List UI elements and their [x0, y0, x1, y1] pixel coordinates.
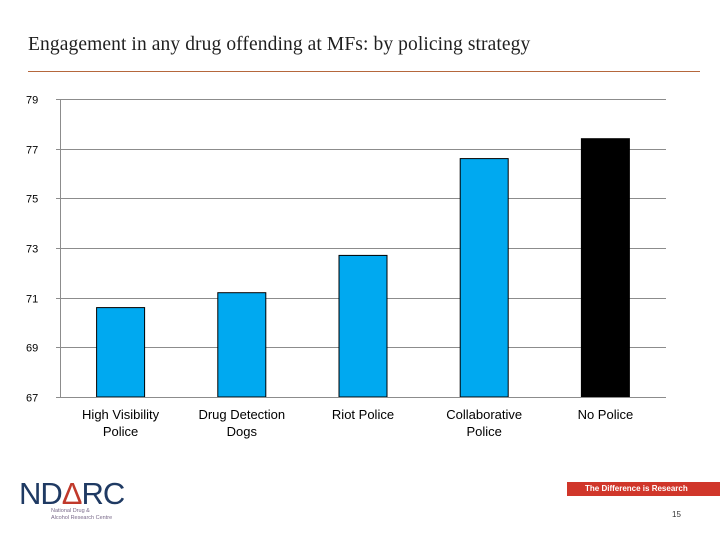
- x-category-label: No Police: [578, 407, 634, 422]
- y-tick-label: 71: [26, 294, 38, 306]
- page-number: 15: [672, 510, 681, 519]
- x-category-label: High Visibility Police: [82, 407, 160, 439]
- bar: [580, 138, 630, 398]
- tagline-banner: The Difference is Research: [567, 482, 720, 496]
- logo-subtitle: National Drug & Alcohol Research Centre: [51, 508, 113, 521]
- bar: [459, 158, 509, 398]
- bar: [96, 307, 146, 398]
- y-tick-label: 73: [26, 244, 38, 256]
- ndarc-logo: NDΔRC National Drug & Alcohol Research C…: [19, 478, 149, 526]
- y-tick-label: 77: [26, 145, 38, 157]
- y-tick-labels: 67 69 71 73 75 77 79: [26, 95, 38, 405]
- bars: [96, 138, 630, 398]
- slide-title: Engagement in any drug offending at MFs:…: [28, 34, 531, 55]
- y-tick-label: 69: [26, 343, 38, 355]
- y-tick-label: 79: [26, 95, 38, 107]
- x-category-label: Drug Detection Dogs: [198, 407, 285, 439]
- axes: [60, 99, 666, 398]
- bar: [338, 254, 388, 398]
- y-tick-label: 67: [26, 393, 38, 405]
- x-category-label: Collaborative Police: [446, 407, 522, 439]
- x-category-labels: High Visibility Police Drug Detection Dogs R…: [82, 407, 633, 439]
- y-tick-label: 75: [26, 194, 38, 206]
- bar: [217, 292, 267, 398]
- title-divider: [28, 71, 700, 72]
- x-category-label: Riot Police: [332, 407, 394, 422]
- logo-wordmark: NDΔRC: [19, 476, 125, 511]
